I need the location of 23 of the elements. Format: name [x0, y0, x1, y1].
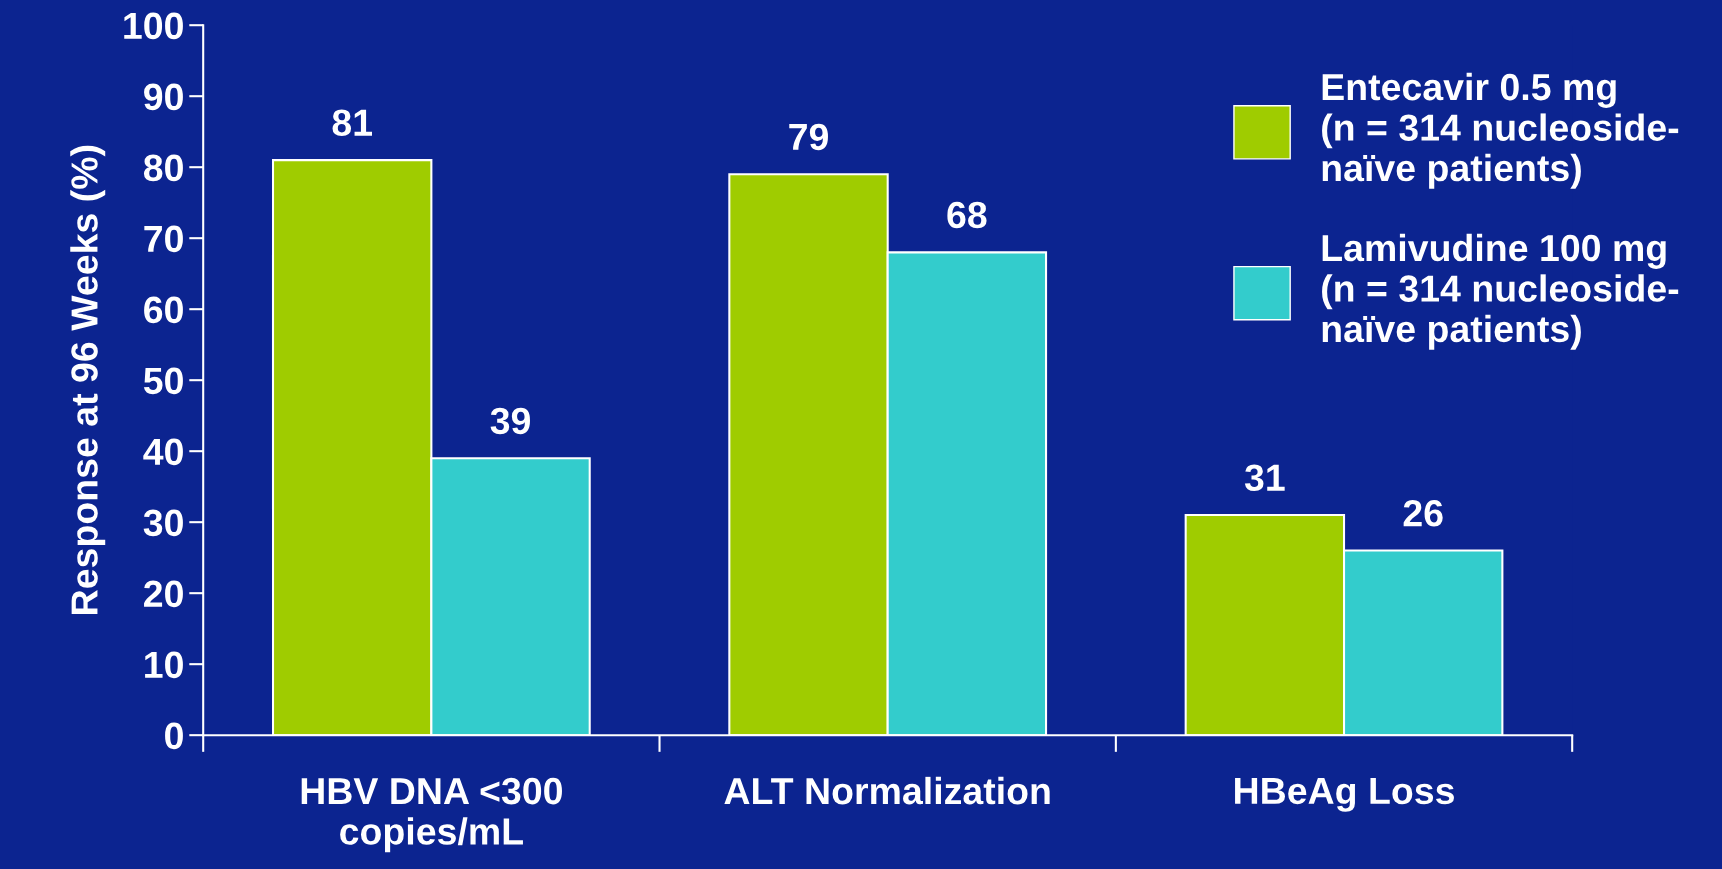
x-tick-label: HBV DNA <300 copies/mL	[301, 777, 562, 853]
y-tick-label: 40	[143, 438, 183, 466]
y-tick-label: 20	[144, 580, 183, 608]
y-tick-label: 90	[144, 83, 183, 111]
x-tick-label: ALT Normalization	[724, 776, 1050, 805]
x-tick-label: HBeAg Loss	[1235, 778, 1454, 812]
data-label: 81	[332, 109, 372, 137]
y-tick-label: 10	[145, 651, 183, 679]
data-label: 31	[1244, 464, 1285, 492]
legend-label: Entecavir 0.5 mg (n = 314 nucleoside- naïve patients)	[1322, 72, 1679, 189]
y-tick-label: 80	[143, 154, 183, 182]
y-tick-label: 0	[165, 722, 183, 750]
y-tick-label: 60	[144, 296, 183, 324]
data-label: 39	[490, 407, 530, 435]
y-tick-label: 70	[144, 225, 183, 253]
y-tick-label: 50	[143, 367, 183, 395]
legend-label: Lamivudine 100 mg (n = 314 nucleoside- naïve patients)	[1322, 233, 1679, 350]
y-axis-title: Response at 96 Weeks (%)	[70, 145, 106, 614]
y-tick-label: 30	[143, 509, 183, 537]
y-tick-label: 100	[124, 12, 183, 40]
data-label: 68	[947, 201, 987, 229]
data-label: 26	[1403, 499, 1443, 527]
data-label: 79	[789, 123, 828, 151]
